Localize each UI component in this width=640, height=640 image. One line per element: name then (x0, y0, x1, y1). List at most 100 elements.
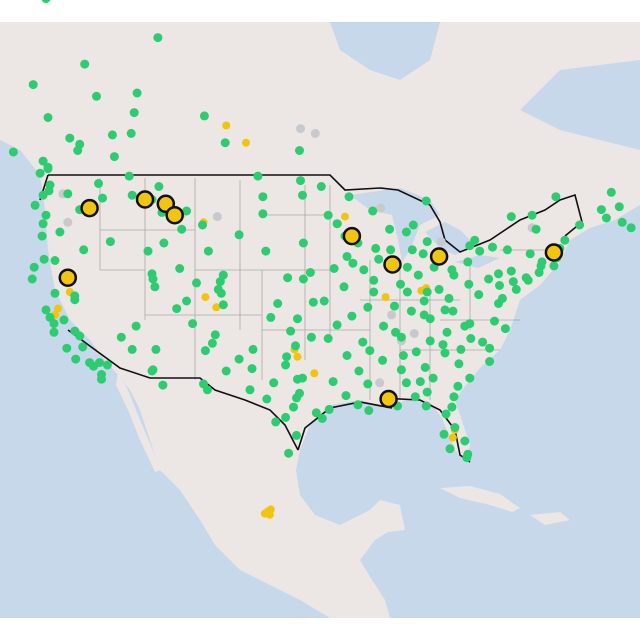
green-marker[interactable] (422, 287, 432, 297)
green-marker[interactable] (465, 373, 475, 383)
green-marker[interactable] (269, 378, 279, 388)
gold-marker[interactable] (448, 433, 457, 442)
green-marker[interactable] (79, 245, 89, 255)
green-marker[interactable] (59, 315, 69, 325)
green-marker[interactable] (353, 400, 363, 410)
green-marker[interactable] (369, 287, 379, 297)
green-marker[interactable] (98, 193, 107, 203)
green-marker[interactable] (453, 381, 463, 391)
green-marker[interactable] (379, 321, 389, 331)
green-marker[interactable] (506, 266, 516, 276)
green-marker[interactable] (172, 304, 182, 314)
green-marker[interactable] (413, 270, 423, 280)
green-marker[interactable] (407, 245, 417, 255)
green-marker[interactable] (109, 152, 119, 162)
highlighted-marker[interactable] (58, 268, 78, 287)
green-marker[interactable] (245, 385, 255, 395)
green-marker[interactable] (420, 362, 430, 372)
green-marker[interactable] (75, 331, 85, 341)
green-marker[interactable] (438, 340, 448, 350)
green-marker[interactable] (365, 346, 375, 356)
green-marker[interactable] (495, 281, 504, 290)
green-marker[interactable] (549, 261, 559, 271)
highlighted-marker[interactable] (165, 205, 184, 225)
green-marker[interactable] (295, 146, 304, 155)
green-marker[interactable] (78, 342, 88, 352)
green-marker[interactable] (292, 393, 301, 403)
green-marker[interactable] (606, 187, 616, 197)
green-marker[interactable] (266, 312, 276, 322)
green-marker[interactable] (396, 365, 406, 375)
green-marker[interactable] (401, 227, 411, 237)
green-marker[interactable] (305, 268, 315, 277)
green-marker[interactable] (488, 242, 497, 252)
green-marker[interactable] (298, 238, 308, 248)
green-marker[interactable] (182, 206, 192, 216)
green-marker[interactable] (261, 246, 271, 256)
green-marker[interactable] (440, 348, 450, 358)
gold-marker[interactable] (381, 293, 390, 302)
green-marker[interactable] (575, 220, 585, 230)
green-marker[interactable] (410, 392, 420, 402)
green-marker[interactable] (293, 314, 302, 324)
green-marker[interactable] (421, 196, 431, 206)
green-marker[interactable] (348, 258, 358, 268)
green-marker[interactable] (368, 206, 378, 216)
green-marker[interactable] (30, 200, 40, 210)
green-marker[interactable] (192, 278, 201, 288)
green-marker[interactable] (418, 249, 428, 259)
green-marker[interactable] (75, 139, 85, 149)
green-marker[interactable] (464, 279, 474, 289)
green-marker[interactable] (551, 192, 561, 202)
green-marker[interactable] (158, 380, 168, 390)
green-marker[interactable] (234, 354, 244, 364)
green-marker[interactable] (484, 274, 494, 284)
green-marker[interactable] (28, 80, 38, 90)
gold-marker[interactable] (212, 303, 221, 312)
green-marker[interactable] (339, 282, 349, 292)
green-marker[interactable] (281, 412, 291, 422)
green-marker[interactable] (35, 168, 45, 178)
gold-marker[interactable] (242, 138, 250, 147)
green-marker[interactable] (434, 284, 444, 294)
green-marker[interactable] (462, 453, 472, 463)
green-marker[interactable] (39, 254, 49, 264)
gray-marker[interactable] (63, 217, 73, 227)
green-marker[interactable] (316, 182, 326, 191)
highlighted-marker[interactable] (342, 226, 362, 246)
green-marker[interactable] (94, 179, 103, 188)
green-marker[interactable] (332, 320, 342, 330)
green-marker[interactable] (364, 406, 374, 415)
green-marker[interactable] (425, 314, 435, 324)
green-marker[interactable] (396, 279, 405, 289)
gold-marker[interactable] (222, 121, 231, 130)
gray-marker[interactable] (409, 329, 419, 338)
green-marker[interactable] (363, 379, 373, 389)
gray-marker[interactable] (387, 310, 397, 320)
green-marker[interactable] (456, 344, 466, 354)
green-marker[interactable] (127, 190, 137, 200)
green-marker[interactable] (289, 402, 298, 412)
green-marker[interactable] (282, 352, 292, 362)
green-marker[interactable] (262, 394, 272, 404)
green-marker[interactable] (253, 171, 263, 181)
green-marker[interactable] (151, 344, 161, 354)
gold-marker[interactable] (310, 369, 319, 378)
green-marker[interactable] (439, 429, 449, 439)
green-marker[interactable] (147, 269, 157, 279)
green-marker[interactable] (463, 257, 473, 267)
green-marker[interactable] (202, 385, 212, 395)
green-marker[interactable] (323, 334, 333, 343)
green-marker[interactable] (485, 357, 495, 366)
green-marker[interactable] (342, 351, 352, 360)
green-marker[interactable] (478, 337, 488, 347)
green-marker[interactable] (391, 327, 400, 337)
green-marker[interactable] (521, 273, 531, 283)
green-marker[interactable] (129, 108, 139, 118)
green-marker[interactable] (560, 235, 570, 245)
green-marker[interactable] (284, 448, 294, 458)
green-marker[interactable] (415, 377, 425, 387)
green-marker[interactable] (218, 300, 228, 310)
green-marker[interactable] (401, 378, 411, 388)
